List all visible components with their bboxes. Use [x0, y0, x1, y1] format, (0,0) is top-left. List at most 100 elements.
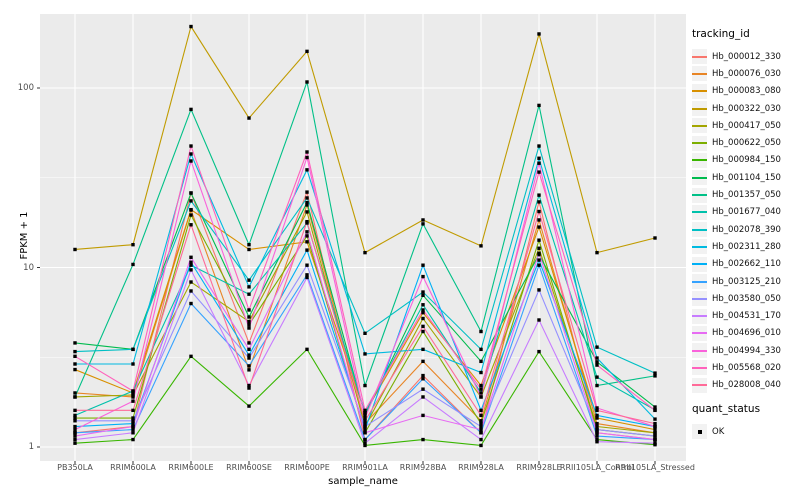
data-point: [363, 383, 367, 388]
legend-item-Hb_000417_050: Hb_000417_050: [692, 117, 798, 134]
data-point: [653, 424, 657, 429]
data-point: [131, 419, 135, 423]
quant-status-legend: quant_status OK: [692, 403, 798, 440]
data-point: [653, 441, 657, 445]
data-point: [305, 196, 309, 200]
data-point: [421, 373, 425, 378]
data-point: [595, 413, 599, 418]
data-point: [653, 437, 657, 442]
data-point: [247, 386, 251, 390]
data-point: [421, 324, 425, 329]
data-point: [479, 421, 483, 426]
data-point: [305, 347, 309, 352]
data-point: [305, 240, 309, 244]
data-point: [189, 263, 193, 267]
data-point: [537, 32, 541, 36]
data-point: [595, 360, 599, 364]
data-point: [595, 416, 599, 420]
line-swatch-icon: [692, 152, 707, 168]
line-swatch-icon: [692, 360, 707, 376]
data-point: [247, 353, 251, 357]
data-point: [653, 417, 657, 421]
data-point: [131, 408, 135, 413]
data-point: [131, 424, 135, 429]
legend-item-Hb_005568_020: Hb_005568_020: [692, 359, 798, 376]
data-point: [595, 440, 599, 444]
data-point: [363, 352, 367, 356]
data-point: [653, 374, 657, 378]
data-point: [363, 424, 367, 429]
data-point: [189, 255, 193, 259]
data-point: [479, 437, 483, 442]
legend-label: Hb_002311_280: [712, 241, 781, 252]
data-point: [479, 427, 483, 432]
data-point: [421, 359, 425, 364]
data-point: [653, 371, 657, 375]
legend-label: Hb_001677_040: [712, 207, 781, 218]
line-swatch-icon: [692, 49, 707, 65]
data-point: [247, 364, 251, 368]
legend-label: Hb_000322_030: [712, 103, 781, 114]
legend-label: OK: [712, 426, 725, 437]
data-point: [595, 421, 599, 426]
data-point: [247, 319, 251, 324]
data-point: [73, 391, 77, 395]
data-point: [421, 437, 425, 442]
data-point: [363, 408, 367, 413]
legend-label: Hb_004696_010: [712, 328, 781, 339]
data-point: [73, 434, 77, 438]
legend-label: Hb_000083_080: [712, 86, 781, 97]
data-point: [595, 406, 599, 410]
data-point: [305, 275, 309, 280]
data-point: [131, 421, 135, 426]
data-point: [421, 413, 425, 418]
data-point: [537, 225, 541, 229]
legend-label: Hb_000622_050: [712, 138, 781, 149]
data-point: [247, 347, 251, 352]
legend-label: Hb_004531_170: [712, 311, 781, 322]
ok-square-icon: [692, 424, 707, 440]
data-point: [247, 247, 251, 252]
data-point: [363, 437, 367, 442]
data-point: [305, 49, 309, 54]
data-point: [247, 308, 251, 312]
x-tick-label: RRII105LA_Stressed: [615, 463, 695, 472]
data-point: [131, 347, 135, 352]
data-point: [421, 377, 425, 381]
line-swatch-icon: [692, 83, 707, 99]
line-swatch-icon: [692, 343, 707, 359]
x-tick-label: RRIM928BA: [399, 463, 447, 472]
legend-title-quant-status: quant_status: [692, 402, 761, 415]
data-point: [653, 434, 657, 438]
data-point: [131, 431, 135, 435]
data-point: [305, 190, 309, 194]
data-point: [479, 413, 483, 418]
data-point: [73, 413, 77, 418]
legend-item-Hb_002311_280: Hb_002311_280: [692, 238, 798, 255]
legend-item-Hb_000322_030: Hb_000322_030: [692, 100, 798, 117]
data-point: [73, 427, 77, 432]
x-tick-label: RRIM928LE: [516, 463, 562, 472]
legend-item-Hb_003580_050: Hb_003580_050: [692, 290, 798, 307]
data-point: [479, 383, 483, 388]
x-tick-label: RRIM901LA: [342, 463, 388, 472]
x-tick-label: RRII105LA_Control: [559, 463, 635, 472]
data-point: [247, 356, 251, 360]
data-point: [305, 230, 309, 234]
data-point: [189, 159, 193, 163]
y-tick-label: 100: [17, 83, 34, 93]
data-point: [363, 411, 367, 415]
data-point: [537, 170, 541, 174]
data-point: [247, 292, 251, 296]
data-point: [479, 347, 483, 352]
data-point: [305, 263, 309, 267]
data-point: [421, 316, 425, 321]
legend-item-Hb_003125_210: Hb_003125_210: [692, 273, 798, 290]
legend-items: Hb_000012_330 Hb_000076_030 Hb_000083_080 H…: [692, 48, 798, 394]
data-point: [537, 193, 541, 197]
data-point: [595, 424, 599, 429]
data-point: [189, 199, 193, 203]
legend-item-Hb_000622_050: Hb_000622_050: [692, 134, 798, 151]
legend-item-Hb_004994_330: Hb_004994_330: [692, 342, 798, 359]
data-point: [595, 356, 599, 360]
